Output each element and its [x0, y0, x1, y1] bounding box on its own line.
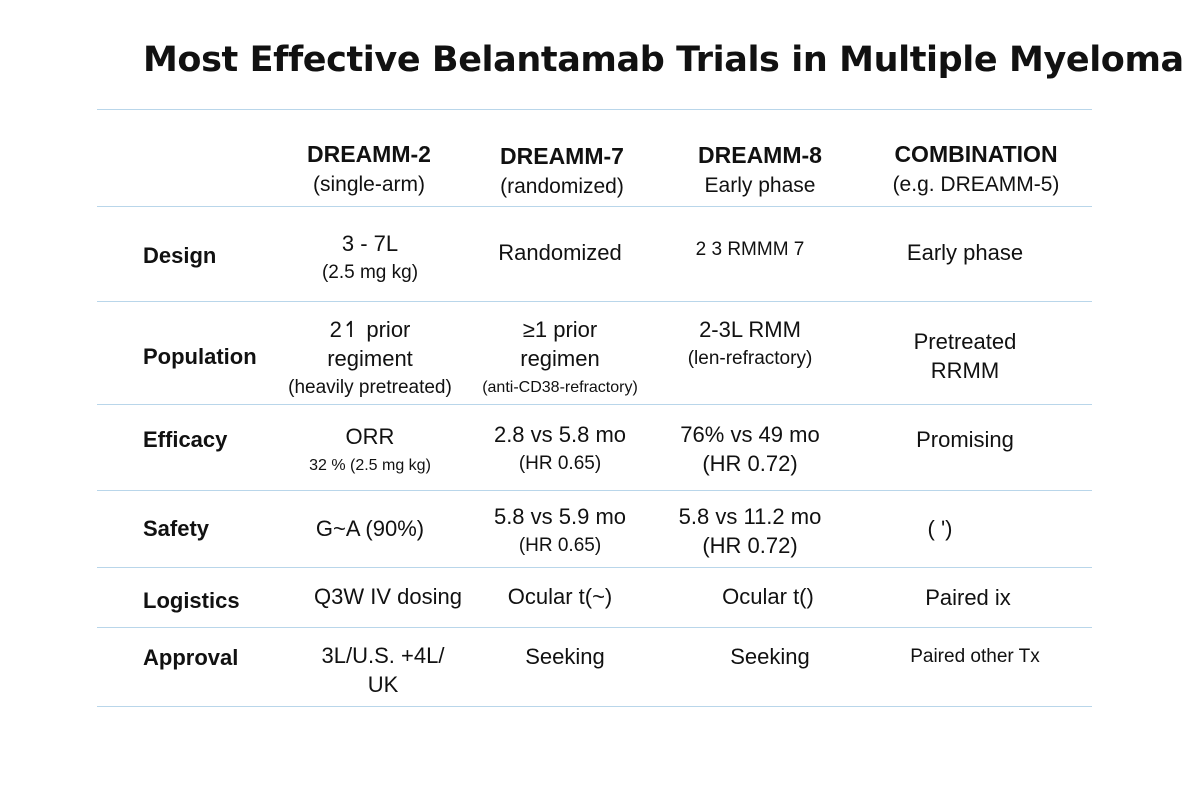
row-label-logistics: Logistics [143, 588, 240, 613]
row-label-approval: Approval [143, 645, 239, 670]
cell-line: 2 3 RMMM 7 [695, 239, 805, 260]
cell-logistics-dreamm-8: Ocular t() [668, 582, 868, 611]
column-header-name: DREAMM-2 [307, 141, 431, 167]
column-header-name: DREAMM-7 [500, 143, 624, 169]
cell-line: (HR 0.72) [702, 533, 798, 558]
cell-line: (2.5 mg kg) [321, 262, 419, 283]
cell-line: ≥1 prior [522, 317, 598, 342]
cell-efficacy-combination: Promising [865, 425, 1065, 454]
cell-line: 76% vs 49 mo [680, 422, 820, 447]
cell-line: regimen [520, 346, 600, 371]
cell-design-dreamm-7: Randomized [460, 238, 660, 267]
table-divider [97, 706, 1092, 707]
cell-logistics-dreamm-7: Ocular t(~) [460, 582, 660, 611]
row-label-efficacy: Efficacy [143, 427, 228, 452]
cell-line: Paired ix [925, 585, 1011, 610]
row-label-design: Design [143, 243, 217, 268]
cell-line: Ocular t() [722, 584, 814, 609]
cell-efficacy-dreamm-2: ORR 32 % (2.5 mg kg) [270, 422, 470, 480]
table-divider [97, 567, 1092, 568]
cell-approval-dreamm-8: Seeking [670, 642, 870, 671]
cell-population-dreamm-8: 2-3L RMM (len-refractory) [650, 315, 850, 373]
cell-design-dreamm-8: 2 3 RMMM 7 [650, 235, 850, 264]
cell-line: Paired other Tx [910, 646, 1040, 667]
row-label-safety: Safety [143, 516, 210, 541]
table-divider [97, 109, 1092, 110]
cell-population-dreamm-2: 2↿ prior regiment (heavily pretreated) [270, 315, 470, 402]
cell-line: ( ʹ) [927, 516, 953, 541]
table-divider [97, 404, 1092, 405]
cell-logistics-dreamm-2: Q3W IV dosing [288, 582, 488, 611]
cell-line: (HR 0.72) [702, 451, 798, 476]
cell-line: Pretreated [913, 329, 1017, 354]
row-label-population: Population [143, 344, 257, 369]
cell-line: 2.8 vs 5.8 mo [493, 422, 627, 447]
cell-line: Q3W IV dosing [314, 584, 462, 609]
cell-line: (len-refractory) [687, 348, 813, 369]
cell-line: 32 % (2.5 mg kg) [309, 457, 431, 474]
cell-line: (anti-CD38-refractory) [482, 379, 638, 396]
cell-design-dreamm-2: 3 - 7L (2.5 mg kg) [270, 229, 470, 287]
cell-line: Promising [916, 427, 1014, 452]
column-header-sub: (randomized) [500, 175, 624, 198]
cell-design-combination: Early phase [865, 238, 1065, 267]
table-divider [97, 206, 1092, 207]
cell-line: 3 - 7L [341, 231, 399, 256]
cell-line: 2↿ prior [329, 317, 411, 342]
cell-safety-dreamm-7: 5.8 vs 5.9 mo (HR 0.65) [460, 502, 660, 560]
cell-line: ORR [345, 424, 395, 449]
cell-safety-combination: ( ʹ) [840, 514, 1040, 543]
cell-line: (heavily pretreated) [288, 377, 452, 398]
cell-safety-dreamm-2: G~A (90%) [270, 514, 470, 543]
table-divider [97, 301, 1092, 302]
column-header-dreamm-8: DREAMM-8 Early phase [650, 140, 870, 202]
cell-approval-combination: Paired other Tx [875, 642, 1075, 671]
cell-line: 2-3L RMM [699, 317, 801, 342]
cell-population-dreamm-7: ≥1 prior regimen (anti-CD38-refractory) [460, 315, 660, 402]
cell-line: Early phase [906, 240, 1024, 265]
cell-line: regiment [327, 346, 413, 371]
column-header-name: DREAMM-8 [698, 142, 822, 168]
cell-line: 3L/U.S. +4L/ [321, 643, 445, 668]
cell-line: G~A (90%) [315, 516, 425, 541]
table-divider [97, 490, 1092, 491]
cell-efficacy-dreamm-8: 76% vs 49 mo (HR 0.72) [650, 420, 850, 478]
column-header-combination: COMBINATION (e.g. DREAMM-5) [866, 139, 1086, 201]
cell-line: Seeking [730, 644, 810, 669]
cell-line: (HR 0.65) [518, 535, 602, 556]
cell-line: 5.8 vs 11.2 mo [678, 504, 822, 529]
cell-safety-dreamm-8: 5.8 vs 11.2 mo (HR 0.72) [650, 502, 850, 560]
cell-logistics-combination: Paired ix [868, 583, 1068, 612]
cell-line: Randomized [498, 240, 622, 265]
cell-line: 5.8 vs 5.9 mo [493, 504, 627, 529]
cell-line: Seeking [525, 644, 605, 669]
cell-line: RRMM [930, 358, 1000, 383]
cell-approval-dreamm-7: Seeking [465, 642, 665, 671]
column-header-sub: Early phase [704, 174, 816, 197]
column-header-sub: (e.g. DREAMM-5) [892, 173, 1060, 196]
column-header-sub: (single-arm) [312, 173, 425, 196]
column-header-dreamm-2: DREAMM-2 (single-arm) [259, 139, 479, 201]
column-header-dreamm-7: DREAMM-7 (randomized) [452, 141, 672, 203]
cell-line: UK [367, 672, 399, 697]
cell-line: (HR 0.65) [518, 453, 602, 474]
table-divider [97, 627, 1092, 628]
cell-line: Ocular t(~) [507, 584, 613, 609]
column-header-name: COMBINATION [894, 141, 1058, 167]
page-title: Most Effective Belantamab Trials in Mult… [143, 40, 1184, 80]
cell-approval-dreamm-2: 3L/U.S. +4L/ UK [283, 641, 483, 699]
cell-efficacy-dreamm-7: 2.8 vs 5.8 mo (HR 0.65) [460, 420, 660, 478]
cell-population-combination: Pretreated RRMM [865, 327, 1065, 385]
